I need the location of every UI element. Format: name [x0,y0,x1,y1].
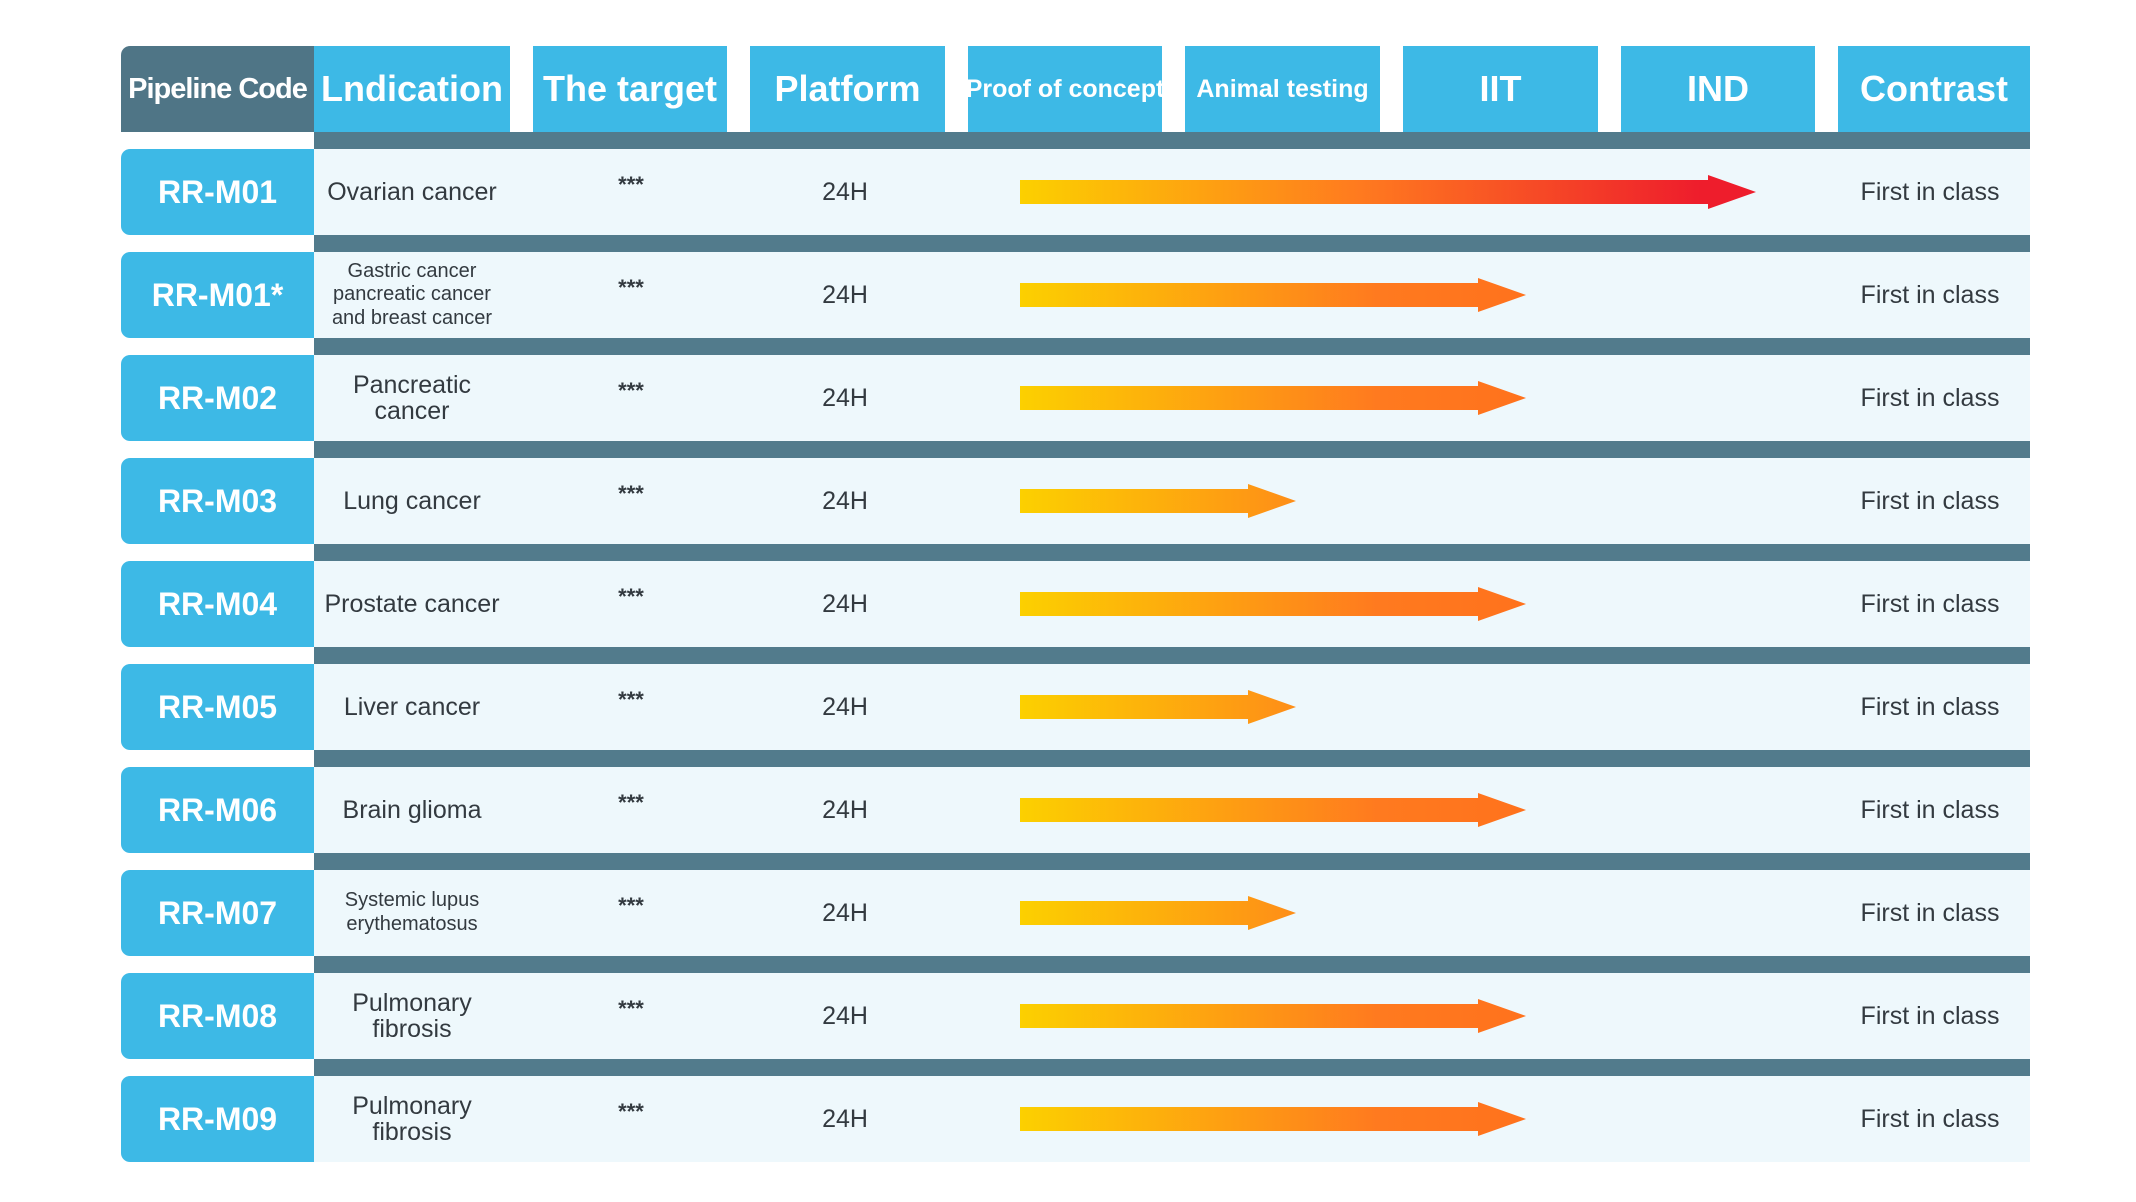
platform-cell: 24H [822,177,868,206]
row-separator [314,544,2030,561]
indication-cell: Prostate cancer [324,589,500,618]
row-separator [314,750,2030,767]
row-separator [314,956,2030,973]
pipeline-code: RR-M01 [121,149,314,235]
indication-cell: Systemic lupus erythematosus [344,889,480,935]
header-proof-of-concept: Proof of concept [966,46,1164,132]
pipeline-code: RR-M02 [121,355,314,441]
row-separator [314,647,2030,664]
pipeline-code: RR-M05 [121,664,314,750]
indication-cell: Ovarian cancer [327,177,497,206]
indication-cell: Pulmonary fibrosis [352,1091,472,1146]
target-cell: *** [618,275,644,300]
contrast-cell: First in class [1860,692,2000,721]
header-animal-testing: Animal testing [1185,46,1380,132]
indication-cell: Pulmonary fibrosis [352,988,472,1043]
platform-cell: 24H [822,692,868,721]
platform-cell: 24H [822,795,868,824]
target-cell: *** [618,1099,644,1124]
contrast-cell: First in class [1860,1104,2000,1133]
pipeline-code: RR-M08 [121,973,314,1059]
indication-cell: Liver cancer [343,692,481,721]
pipeline-code: RR-M03 [121,458,314,544]
header-iit: IIT [1403,46,1598,132]
indication-cell: Pancreatic cancer [352,370,472,425]
row-separator [314,338,2030,355]
platform-cell: 24H [822,383,868,412]
target-cell: *** [618,481,644,506]
target-cell: *** [618,584,644,609]
header-ind: IND [1621,46,1815,132]
header-contrast: Contrast [1838,46,2030,132]
contrast-cell: First in class [1860,486,2000,515]
platform-cell: 24H [822,589,868,618]
platform-cell: 24H [822,486,868,515]
pipeline-code: RR-M07 [121,870,314,956]
target-cell: *** [618,687,644,712]
contrast-cell: First in class [1860,795,2000,824]
indication-cell: Brain glioma [342,795,482,824]
indication-cell: Gastric cancer pancreatic cancer and bre… [331,259,493,329]
platform-cell: 24H [822,898,868,927]
platform-cell: 24H [822,1104,868,1133]
contrast-cell: First in class [1860,383,2000,412]
pipeline-code: RR-M06 [121,767,314,853]
row-separator [314,1059,2030,1076]
pipeline-code: RR-M01* [121,252,314,338]
target-cell: *** [618,893,644,918]
header-target: The target [533,46,727,132]
target-cell: *** [618,996,644,1021]
contrast-cell: First in class [1860,280,2000,309]
target-cell: *** [618,172,644,197]
header-pipeline-code: Pipeline Code [121,46,314,132]
pipeline-code: RR-M09 [121,1076,314,1162]
target-cell: *** [618,378,644,403]
platform-cell: 24H [822,280,868,309]
header-platform: Platform [750,46,945,132]
platform-cell: 24H [822,1001,868,1030]
contrast-cell: First in class [1860,898,2000,927]
pipeline-code: RR-M04 [121,561,314,647]
contrast-cell: First in class [1860,1001,2000,1030]
indication-cell: Lung cancer [343,486,481,515]
row-separator [314,132,2030,149]
target-cell: *** [618,790,644,815]
contrast-cell: First in class [1860,589,2000,618]
contrast-cell: First in class [1860,177,2000,206]
header-indication: Lndication [314,46,510,132]
row-separator [314,853,2030,870]
row-separator [314,235,2030,252]
row-separator [314,441,2030,458]
